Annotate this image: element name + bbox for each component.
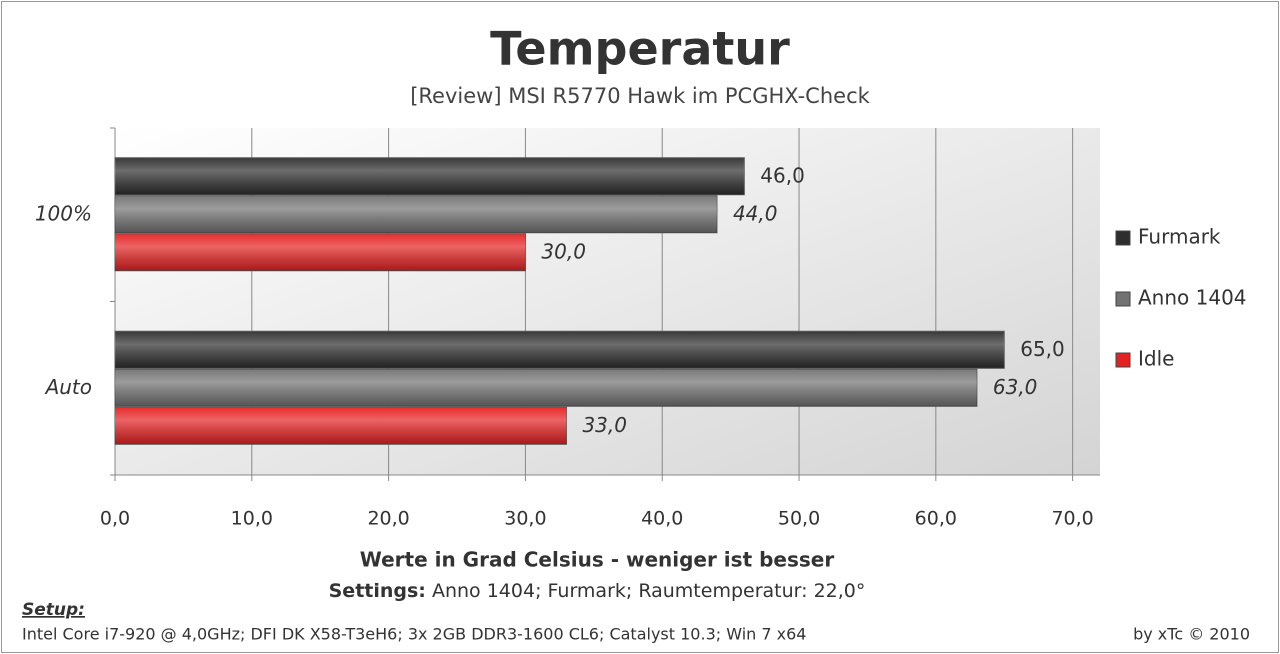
- x-axis-label: Werte in Grad Celsius - weniger ist bess…: [360, 548, 835, 572]
- y-tick-label: 100%: [35, 201, 92, 225]
- legend-swatch: [1115, 352, 1131, 368]
- setup-text: Intel Core i7-920 @ 4,0GHz; DFI DK X58-T…: [22, 625, 806, 644]
- bar-shine: [115, 369, 977, 407]
- bar-shine: [115, 407, 567, 445]
- x-tick-label: 50,0: [778, 508, 820, 530]
- x-tick-label: 30,0: [504, 508, 546, 530]
- bar-shine: [115, 233, 526, 271]
- x-tick-label: 70,0: [1051, 508, 1093, 530]
- settings-text: Anno 1404; Furmark; Raumtemperatur: 22,0…: [432, 580, 865, 602]
- legend-swatch: [1115, 230, 1131, 246]
- value-label: 30,0: [541, 239, 586, 263]
- x-tick-label: 0,0: [100, 508, 130, 530]
- legend-label: Anno 1404: [1138, 286, 1247, 310]
- x-tick-label: 40,0: [641, 508, 683, 530]
- settings-label: Settings:: [329, 580, 426, 602]
- legend-label: Furmark: [1138, 225, 1221, 249]
- bar-shine: [115, 157, 745, 195]
- value-label: 33,0: [582, 413, 627, 437]
- x-tick-label: 10,0: [231, 508, 273, 530]
- x-tick-label: 60,0: [915, 508, 957, 530]
- setup-label: Setup:: [22, 600, 85, 620]
- settings: Settings: Anno 1404; Furmark; Raumtemper…: [329, 580, 866, 602]
- y-tick-label: Auto: [44, 375, 92, 399]
- legend-label: Idle: [1138, 347, 1174, 371]
- value-label: 65,0: [1020, 337, 1065, 361]
- chart-subtitle: [Review] MSI R5770 Hawk im PCGHX-Check: [410, 84, 870, 108]
- x-tick-label: 20,0: [367, 508, 409, 530]
- value-label: 44,0: [733, 201, 778, 225]
- bar-shine: [115, 195, 717, 233]
- chart-title: Temperatur: [490, 22, 790, 76]
- legend-swatch: [1115, 291, 1131, 307]
- value-label: 46,0: [760, 163, 805, 187]
- value-label: 63,0: [993, 375, 1038, 399]
- bar-shine: [115, 331, 1005, 369]
- credit: by xTc © 2010: [1133, 625, 1250, 644]
